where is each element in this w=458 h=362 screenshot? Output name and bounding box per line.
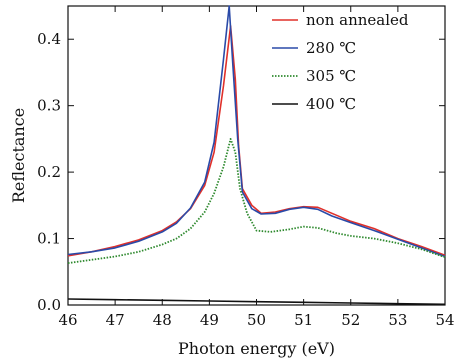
- plot-border: [67, 5, 446, 306]
- x-tick-label: 49: [200, 311, 219, 329]
- y-tick-label: 0.0: [37, 296, 61, 314]
- y-axis-title: Reflectance: [9, 108, 28, 203]
- x-tick-label: 54: [435, 311, 454, 329]
- legend-label: 280 ℃: [306, 39, 356, 57]
- ticks-layer: 46 47 48 49 50 51 52 53 54 0.0 0.1 0.2 0.3 0.4: [37, 6, 455, 329]
- y-tick-label: 0.4: [37, 30, 61, 48]
- legend: non annealed 280 ℃ 305 ℃ 400 ℃: [272, 11, 409, 113]
- x-tick-label: 48: [153, 311, 172, 329]
- y-tick-label: 0.1: [37, 230, 61, 248]
- legend-label: non annealed: [306, 11, 409, 29]
- legend-label: 305 ℃: [306, 67, 356, 85]
- x-tick-label: 50: [247, 311, 266, 329]
- y-tick-label: 0.3: [37, 97, 61, 115]
- y-tick-label: 0.2: [37, 163, 61, 181]
- x-tick-label: 52: [341, 311, 360, 329]
- plot-frame: [67, 5, 446, 306]
- series-line-3: [67, 137, 446, 264]
- series-layer: [67, 5, 446, 306]
- x-tick-label: 51: [294, 311, 313, 329]
- x-axis-title: Photon energy (eV): [178, 339, 335, 358]
- x-tick-label: 46: [58, 311, 77, 329]
- x-tick-label: 47: [106, 311, 125, 329]
- legend-label: 400 ℃: [306, 95, 356, 113]
- x-tick-label: 53: [388, 311, 407, 329]
- series-line-2: [67, 5, 446, 258]
- series-line-1: [67, 25, 446, 257]
